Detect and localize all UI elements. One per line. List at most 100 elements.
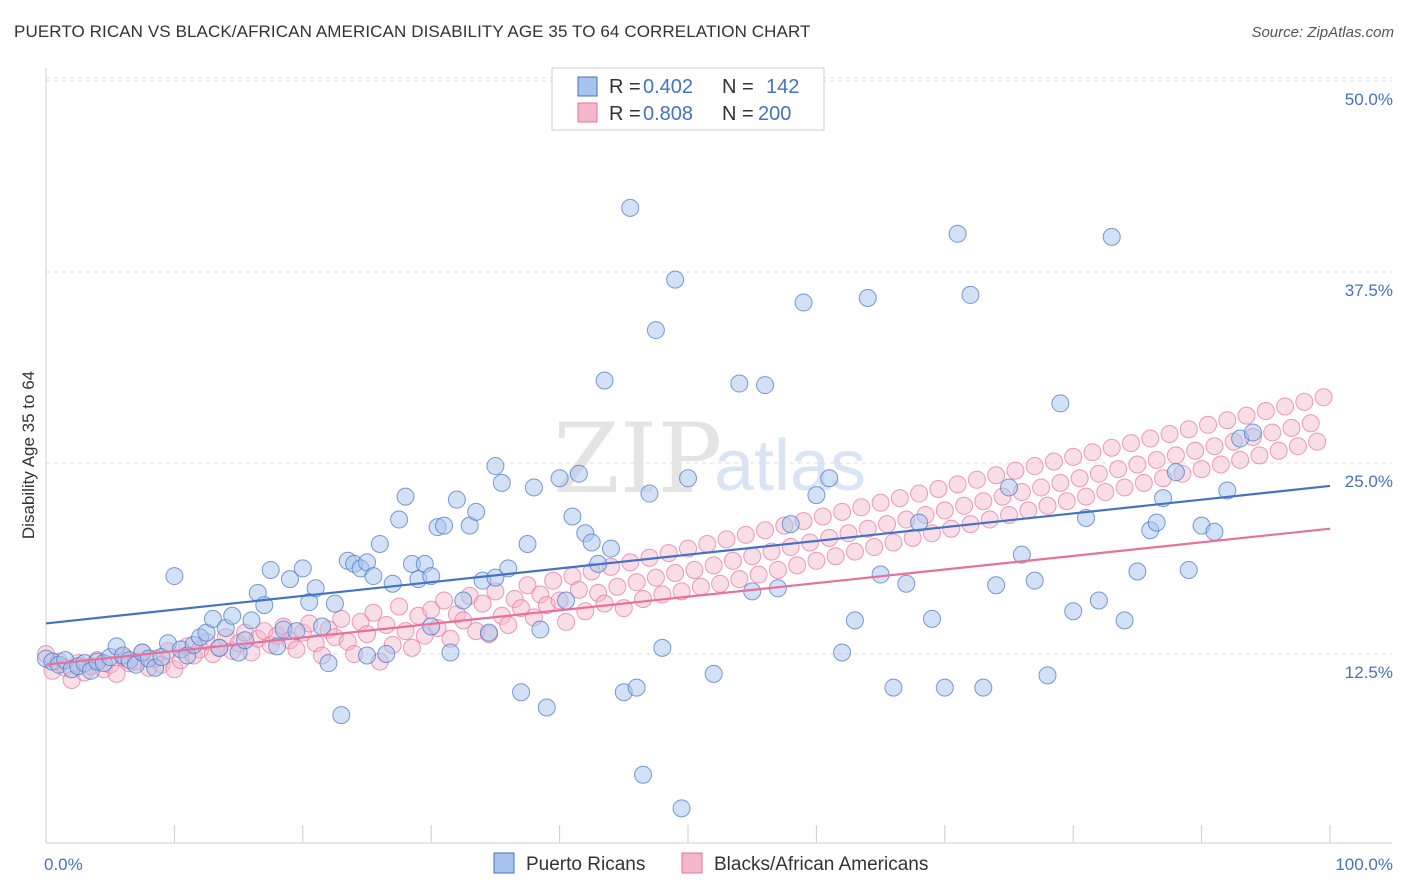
legend-r-label-pink: R =	[609, 103, 641, 125]
pink-point-155	[1032, 478, 1051, 497]
blue-point-46	[332, 706, 351, 725]
blue-point-92	[646, 321, 665, 340]
blue-point-108	[858, 288, 877, 307]
blue-point-127	[1102, 227, 1121, 246]
pink-point-145	[967, 470, 986, 489]
blue-point-128	[1115, 611, 1134, 630]
pink-point-129	[865, 538, 884, 557]
pink-point-113	[762, 542, 781, 561]
pink-point-92	[627, 573, 646, 592]
blue-point-106	[833, 643, 852, 662]
pink-point-195	[1288, 437, 1307, 456]
blue-point-118	[987, 576, 1006, 595]
source-label: Source: ZipAtlas.com	[1251, 24, 1394, 41]
pink-point-172	[1141, 429, 1160, 448]
pink-point-97	[659, 544, 678, 563]
bottom-legend-label-pink: Blacks/African Americans	[714, 854, 928, 875]
pink-point-114	[768, 560, 787, 579]
pink-point-98	[666, 564, 685, 583]
pink-point-179	[1186, 441, 1205, 460]
blue-point-52	[370, 534, 389, 553]
blue-point-89	[627, 678, 646, 697]
blue-point-117	[974, 678, 993, 697]
blue-point-85	[595, 371, 614, 390]
blue-point-78	[550, 469, 569, 488]
blue-point-70	[486, 457, 505, 476]
x-tick-labels: 0.0% 100.0%	[44, 855, 1393, 874]
blue-point-62	[435, 516, 454, 535]
pink-point-51	[364, 603, 383, 622]
pink-point-81	[557, 612, 576, 631]
pink-point-171	[1134, 473, 1153, 492]
blue-point-43	[313, 617, 332, 636]
blue-point-137	[1218, 481, 1237, 500]
blue-point-98	[730, 374, 749, 393]
blue-point-64	[447, 490, 466, 509]
pink-point-108	[730, 570, 749, 589]
pink-point-72	[499, 615, 518, 634]
pink-point-186	[1231, 450, 1250, 469]
blue-point-75	[524, 478, 543, 497]
blue-point-129	[1128, 562, 1147, 581]
blue-point-121	[1025, 571, 1044, 590]
blue-point-36	[268, 637, 287, 656]
pink-point-167	[1109, 460, 1128, 479]
pink-point-95	[646, 568, 665, 587]
blue-point-112	[910, 513, 929, 532]
pink-point-117	[788, 556, 807, 575]
pink-point-123	[826, 547, 845, 566]
blue-point-142	[486, 568, 505, 587]
blue-point-81	[569, 464, 588, 483]
pink-point-106	[717, 530, 736, 549]
pink-point-154	[1025, 457, 1044, 476]
y-tick-label-1: 25.0%	[1345, 472, 1393, 491]
pink-point-87	[595, 594, 614, 613]
pink-point-111	[749, 565, 768, 584]
blue-point-20	[165, 567, 184, 586]
blue-point-122	[1038, 666, 1057, 685]
pink-point-189	[1250, 446, 1269, 465]
pink-point-120	[807, 551, 826, 570]
y-tick-labels: 12.5% 25.0% 37.5% 50.0%	[1345, 90, 1393, 682]
pink-point-173	[1147, 450, 1166, 469]
pink-point-100	[679, 539, 697, 558]
blue-point-109	[871, 565, 890, 584]
pink-point-163	[1083, 443, 1102, 462]
blue-point-69	[479, 623, 498, 642]
pink-point-196	[1295, 392, 1314, 411]
pink-point-187	[1237, 406, 1256, 425]
blue-point-114	[935, 678, 954, 697]
pink-point-157	[1044, 452, 1063, 471]
blue-point-90	[634, 765, 653, 784]
blue-point-105	[820, 469, 839, 488]
blue-point-74	[518, 534, 537, 553]
blue-point-55	[390, 510, 409, 529]
blue-point-31	[236, 631, 255, 650]
blue-point-120	[1012, 545, 1031, 564]
pink-point-132	[884, 533, 903, 552]
blue-point-139	[1243, 423, 1262, 442]
y-tick-label-0: 12.5%	[1345, 663, 1393, 682]
pink-point-121	[813, 507, 832, 526]
pink-point-184	[1218, 411, 1237, 430]
blue-point-53	[377, 645, 396, 663]
blue-point-51	[364, 567, 383, 586]
blue-point-111	[897, 574, 916, 593]
pink-point-101	[685, 560, 704, 579]
pink-point-139	[929, 479, 948, 498]
y-axis-label: Disability Age 35 to 64	[19, 371, 38, 539]
pink-point-135	[903, 528, 922, 547]
pink-point-86	[589, 583, 608, 602]
pink-point-39	[287, 640, 306, 659]
blue-point-95	[672, 799, 691, 818]
pink-point-147	[980, 510, 999, 529]
blue-point-104	[807, 486, 826, 505]
watermark: ZIP atlas	[553, 403, 866, 515]
x-tick-label-max: 100.0%	[1335, 855, 1393, 874]
stats-legend: R = 0.402 N = 142 R = 0.808 N = 200	[551, 67, 825, 131]
pink-point-53	[377, 615, 396, 634]
pink-point-181	[1199, 415, 1218, 434]
series-legend: Puerto Ricans Blacks/African Americans	[493, 852, 928, 875]
pink-point-190	[1256, 402, 1275, 421]
